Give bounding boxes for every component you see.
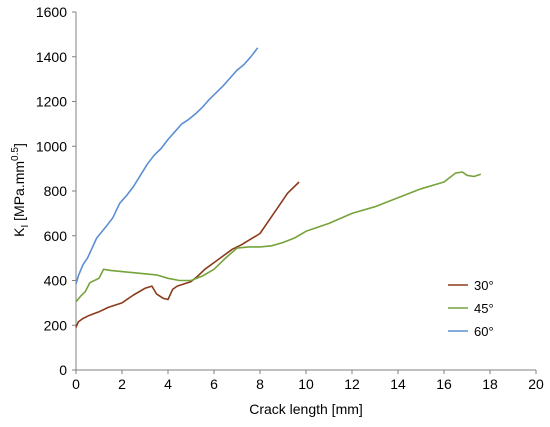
x-axis-title: Crack length [mm]: [249, 401, 363, 417]
y-tick-label: 1000: [36, 138, 67, 154]
x-tick-label: 20: [528, 376, 544, 392]
legend: 30° 45° 60°: [448, 278, 494, 339]
y-axis-title-close: ]: [11, 143, 27, 147]
x-tick-label: 0: [72, 376, 80, 392]
y-tick-label: 1600: [36, 4, 67, 20]
y-axis-title-k: K: [11, 227, 27, 237]
y-axis-title-superscript: 0.5: [10, 147, 21, 161]
legend-label: 60°: [474, 324, 494, 339]
series-line-1: [75, 181, 300, 328]
y-tick-label: 1200: [36, 94, 67, 110]
axes: [72, 11, 537, 374]
y-tick-label: 1400: [36, 49, 67, 65]
x-tick-label: 6: [210, 376, 218, 392]
y-tick-label: 800: [44, 183, 68, 199]
y-tick-label: 600: [44, 228, 68, 244]
x-tick-label: 4: [164, 376, 172, 392]
x-tick-label: 10: [298, 376, 314, 392]
y-axis-title-unit: [MPa.mm: [11, 161, 27, 225]
y-tick-label: 200: [44, 317, 68, 333]
tick-labels: 0 2 4 6 8 10 12 14 16 18 2002004006008001000120014…: [36, 4, 544, 392]
x-tick-label: 16: [436, 376, 452, 392]
x-tick-label: 8: [256, 376, 264, 392]
plot-lines: [75, 47, 482, 328]
legend-label: 30°: [474, 278, 494, 293]
y-tick-label: 0: [59, 362, 67, 378]
y-axis-title: KI [MPa.mm0.5]: [10, 143, 31, 237]
series-line-3: [75, 47, 259, 285]
x-tick-label: 18: [482, 376, 498, 392]
y-tick-label: 400: [44, 273, 68, 289]
x-tick-label: 2: [118, 376, 126, 392]
legend-label: 45°: [474, 301, 494, 316]
series-line-2: [75, 171, 482, 303]
x-tick-label: 12: [344, 376, 360, 392]
y-axis-title-subscript: I: [20, 225, 31, 228]
x-tick-label: 14: [390, 376, 406, 392]
